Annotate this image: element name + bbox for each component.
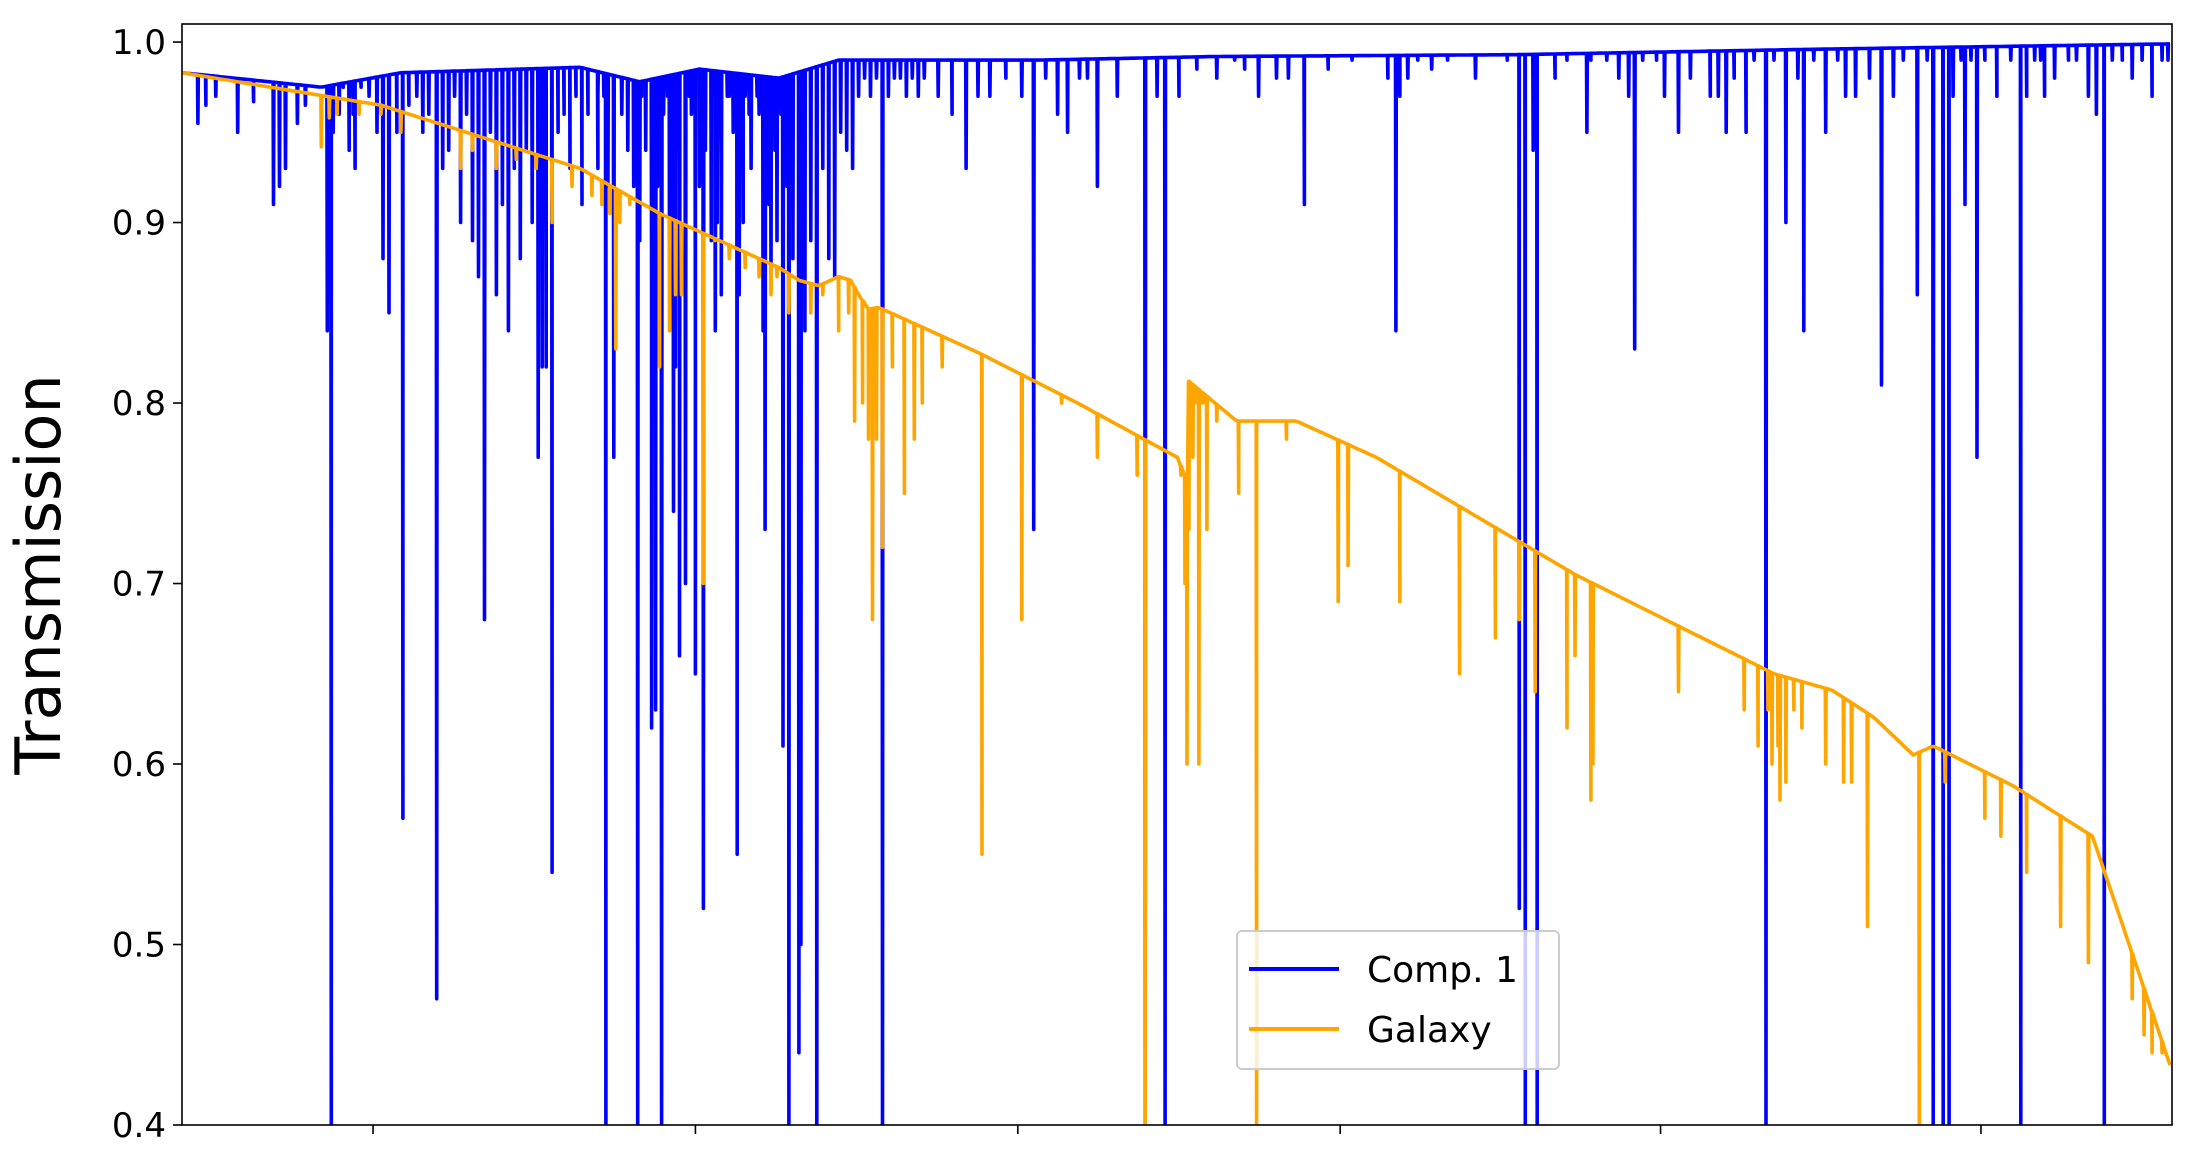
y-tick-label: 0.9	[112, 204, 166, 244]
legend: Comp. 1 Galaxy	[1236, 930, 1560, 1070]
series-line-comp-1	[182, 42, 2171, 1125]
legend-label-comp1: Comp. 1	[1367, 950, 1518, 991]
legend-box	[1236, 930, 1560, 1070]
y-tick-label: 0.8	[112, 384, 166, 424]
y-tick-label: 0.6	[112, 745, 166, 785]
y-axis-label: Transmission	[2, 374, 75, 776]
y-axis-ticks: 0.4 0.5 0.6 0.7 0.8 0.9 1.0	[112, 23, 182, 1146]
y-tick-label: 0.4	[112, 1106, 166, 1146]
y-tick-label: 1.0	[112, 23, 166, 63]
legend-label-galaxy: Galaxy	[1367, 1010, 1492, 1051]
y-tick-label: 0.7	[112, 565, 166, 605]
x-axis-ticks	[372, 1125, 1982, 1134]
plot-frame	[181, 23, 2173, 1126]
y-tick-label: 0.5	[112, 926, 166, 966]
series-line-galaxy	[182, 70, 2172, 1125]
series-layer	[182, 42, 2172, 1125]
